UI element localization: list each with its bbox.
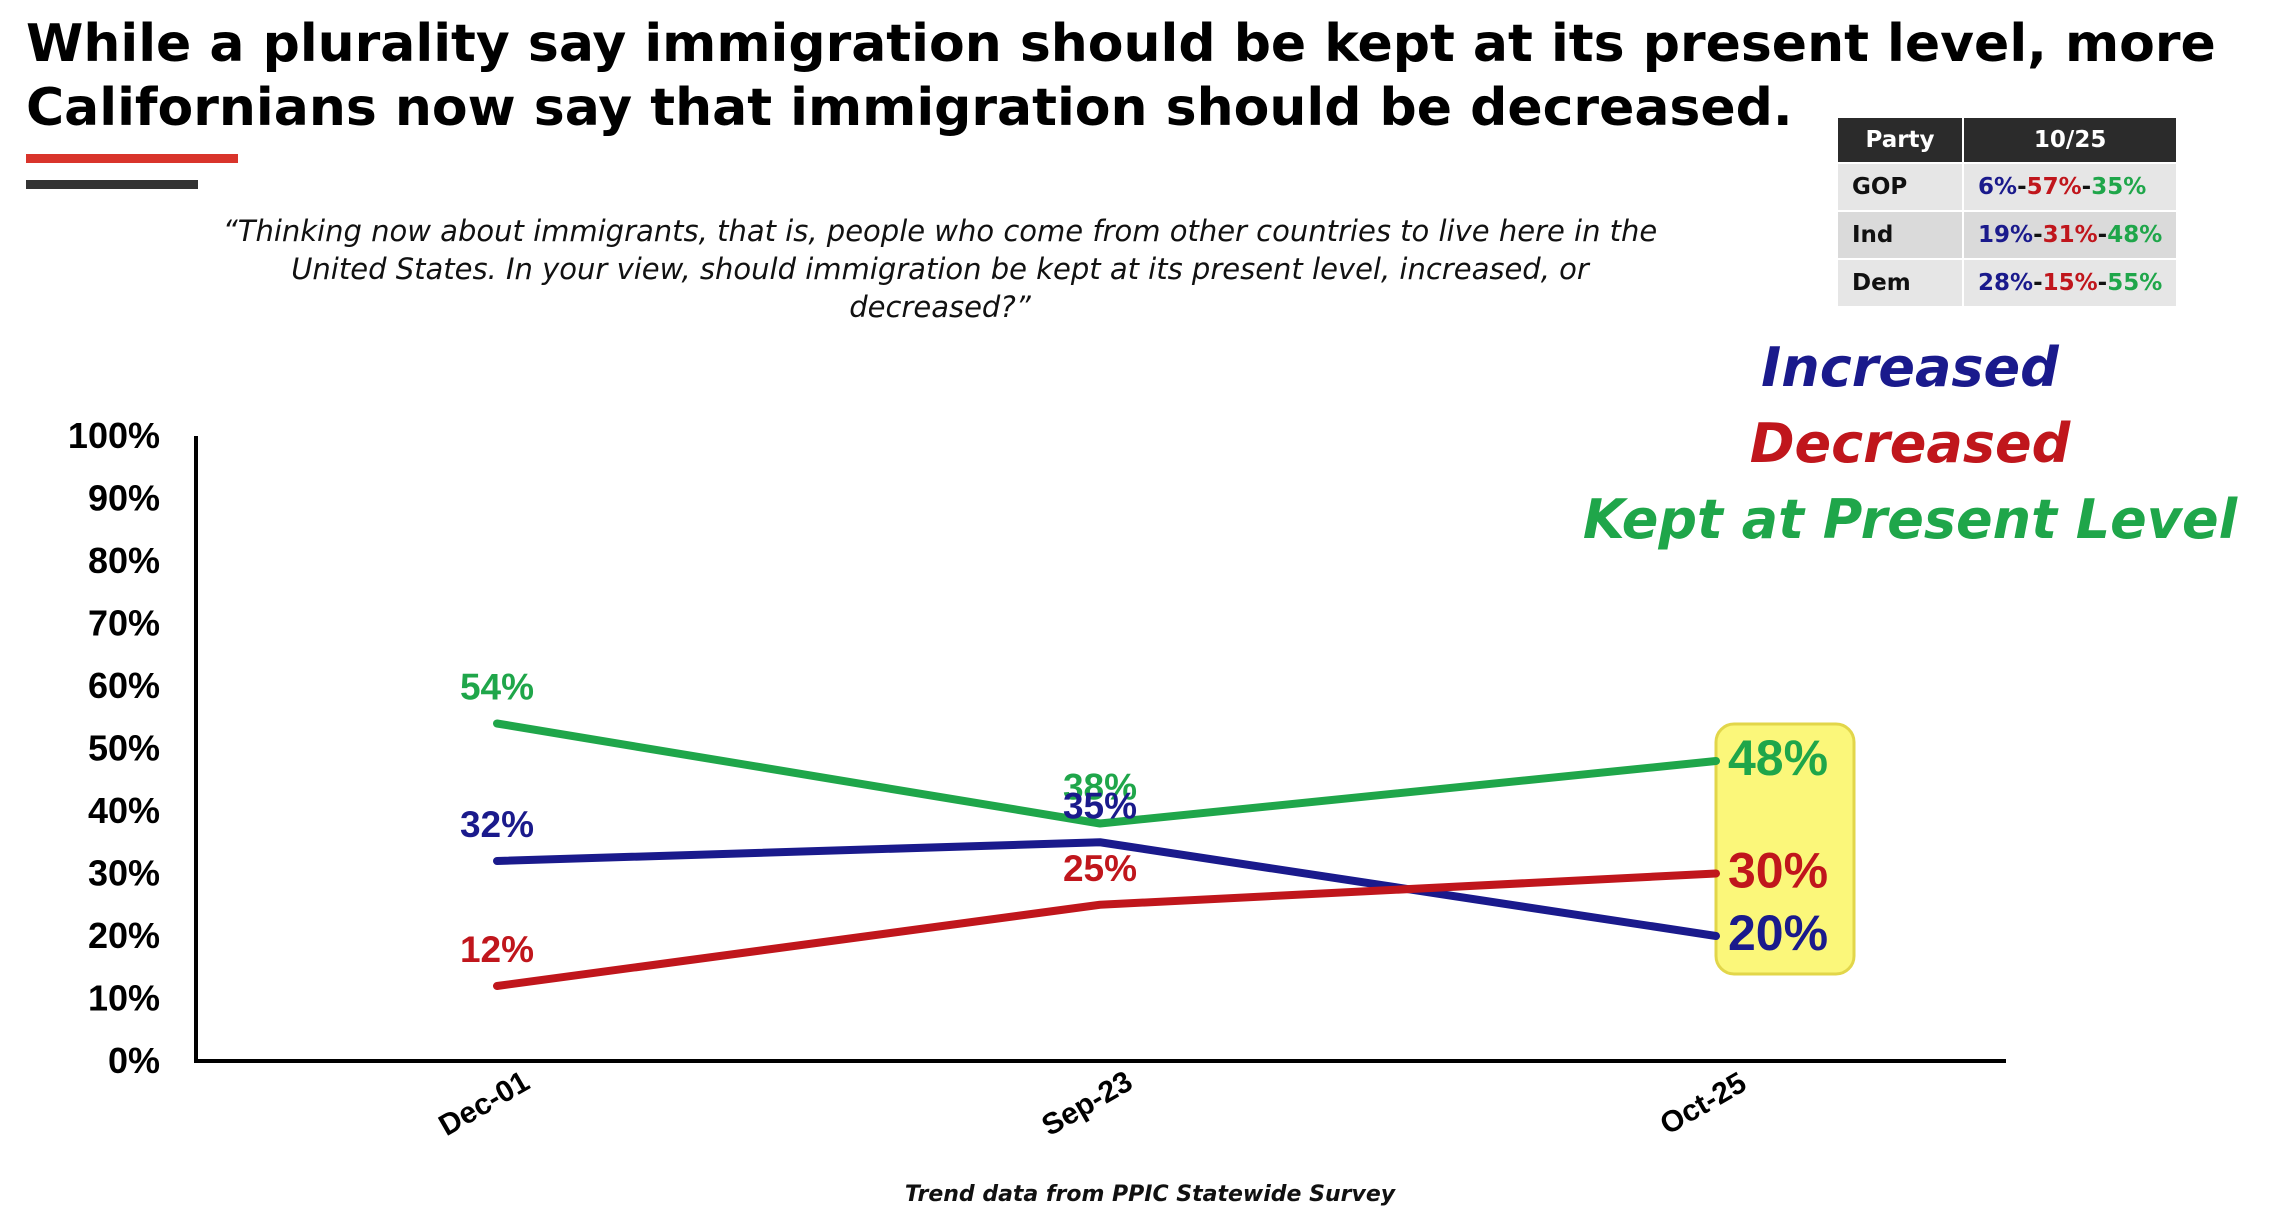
y-tick-label: 100% [68, 415, 160, 456]
legend-decreased: Decreased [1749, 412, 2071, 475]
party-values: 6%-57%-35% [1964, 164, 2177, 210]
y-tick-label: 40% [88, 790, 160, 831]
survey-question: “Thinking now about immigrants, that is,… [222, 214, 1658, 324]
party-value-increased: 28% [1978, 270, 2034, 296]
page-title: While a plurality say immigration should… [26, 14, 2216, 138]
party-table: Party 10/25 GOP 6%-57%-35% Ind 19%-31%-4… [1836, 116, 2178, 308]
series-line-kept [493, 719, 1720, 828]
party-table-header-party: Party [1838, 118, 1962, 162]
y-tick-label: 60% [88, 665, 160, 706]
y-tick-label: 20% [88, 915, 160, 956]
data-label-decreased: 25% [1063, 848, 1137, 889]
party-value-kept: 48% [2107, 222, 2163, 248]
accent-bar-red [26, 154, 238, 163]
party-value-increased: 19% [1978, 222, 2034, 248]
party-table-row: GOP 6%-57%-35% [1838, 164, 2177, 210]
party-table-header-date: 10/25 [1964, 118, 2177, 162]
party-table-row: Ind 19%-31%-48% [1838, 212, 2177, 258]
party-table-header-row: Party 10/25 [1838, 118, 2177, 162]
source-note: Trend data from PPIC Statewide Survey [904, 1182, 1396, 1207]
party-value-kept: 35% [2091, 174, 2147, 200]
legend-increased: Increased [1761, 336, 2059, 399]
series-line-decreased [493, 869, 1720, 990]
data-label-increased: 35% [1063, 785, 1137, 826]
highlight-box [1714, 722, 1856, 976]
party-values: 19%-31%-48% [1964, 212, 2177, 258]
accent-bar-dark [26, 180, 198, 189]
y-tick-label: 10% [88, 978, 160, 1019]
data-label-kept: 54% [460, 667, 534, 708]
party-values: 28%-15%-55% [1964, 260, 2177, 306]
y-tick-label: 80% [88, 540, 160, 581]
party-table-row: Dem 28%-15%-55% [1838, 260, 2177, 306]
data-label-kept: 38% [1063, 767, 1137, 808]
x-tick-label: Oct-25 [1655, 1066, 1752, 1141]
party-value-decreased: 31% [2042, 222, 2098, 248]
y-tick-label: 50% [88, 728, 160, 769]
party-name: Dem [1838, 260, 1962, 306]
data-label-increased: 20% [1728, 905, 1828, 961]
data-label-increased: 32% [460, 804, 534, 845]
x-tick-label: Dec-01 [433, 1065, 535, 1143]
party-value-increased: 6% [1978, 174, 2018, 200]
y-tick-label: 70% [88, 603, 160, 644]
party-value-decreased: 57% [2026, 174, 2082, 200]
x-tick-label: Sep-23 [1036, 1065, 1138, 1143]
series-line-increased [493, 838, 1720, 940]
legend-kept: Kept at Present Level [1582, 488, 2238, 551]
party-name: GOP [1838, 164, 1962, 210]
data-label-decreased: 30% [1728, 843, 1828, 899]
y-tick-label: 30% [88, 853, 160, 894]
y-tick-label: 0% [108, 1040, 160, 1081]
y-tick-label: 90% [88, 478, 160, 519]
party-value-kept: 55% [2107, 270, 2163, 296]
party-value-decreased: 15% [2042, 270, 2098, 296]
party-name: Ind [1838, 212, 1962, 258]
data-label-decreased: 12% [460, 929, 534, 970]
data-label-kept: 48% [1728, 730, 1828, 786]
chart-legend: Increased Decreased Kept at Present Leve… [1570, 330, 2250, 558]
